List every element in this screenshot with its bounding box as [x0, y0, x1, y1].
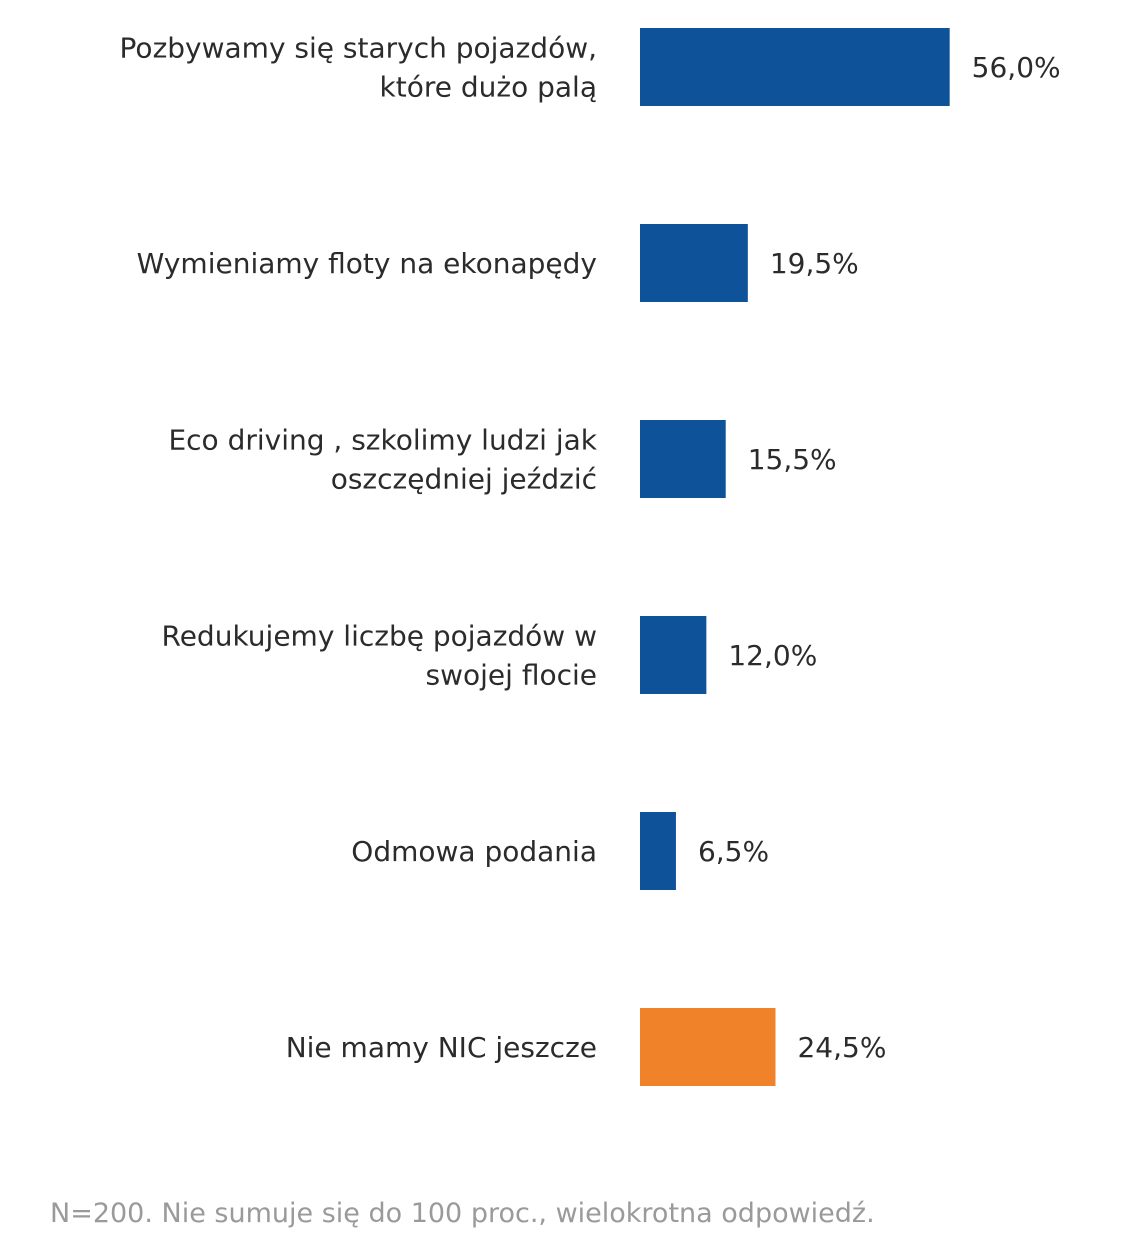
value-label-2: 15,5%	[748, 443, 837, 476]
bar-4	[640, 812, 676, 890]
value-label-3: 12,0%	[728, 639, 817, 672]
value-label-4: 6,5%	[698, 835, 769, 868]
value-label-1: 19,5%	[770, 247, 859, 280]
category-label-line: swojej flocie	[426, 659, 597, 692]
category-label-4: Odmowa podania	[351, 835, 597, 868]
category-label-line: oszczędniej jeździć	[331, 463, 597, 496]
value-label-0: 56,0%	[972, 51, 1061, 84]
footnote: N=200. Nie sumuje się do 100 proc., wiel…	[50, 1198, 875, 1229]
bar-3	[640, 616, 707, 694]
bar-0	[640, 28, 950, 106]
category-label-line: Nie mamy NIC jeszcze	[286, 1031, 597, 1064]
category-label-2: Eco driving , szkolimy ludzi jak oszczędn…	[168, 424, 597, 496]
bar-1	[640, 224, 748, 302]
bar-5	[640, 1008, 776, 1086]
category-label-line: które dużo palą	[380, 71, 597, 104]
bar-2	[640, 420, 726, 498]
category-label-1: Wymieniamy floty na ekonapędy	[137, 247, 597, 280]
category-label-line: Odmowa podania	[351, 835, 597, 868]
category-label-line: Pozbywamy się starych pojazdów,	[120, 32, 597, 65]
category-label-3: Redukujemy liczbę pojazdów w swojej floci…	[162, 620, 598, 692]
bar-chart: 56,0% Pozbywamy się starych pojazdów, któr…	[120, 28, 1061, 1086]
category-label-0: Pozbywamy się starych pojazdów, które duż…	[120, 32, 597, 104]
category-label-line: Eco driving , szkolimy ludzi jak	[168, 424, 597, 457]
value-label-5: 24,5%	[797, 1031, 886, 1064]
category-label-5: Nie mamy NIC jeszcze	[286, 1031, 597, 1064]
category-label-line: Wymieniamy floty na ekonapędy	[137, 247, 597, 280]
category-label-line: Redukujemy liczbę pojazdów w	[162, 620, 598, 653]
